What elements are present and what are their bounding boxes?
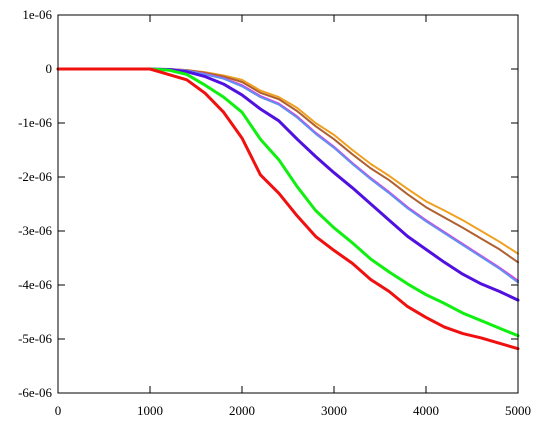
series-line-1: [57, 68, 519, 264]
x-tick-label: 5000: [505, 403, 531, 418]
y-tick-label: -4e-06: [18, 277, 52, 292]
series-line-0: [57, 68, 519, 255]
plot-frame: [57, 14, 519, 394]
y-tick-label: 0: [46, 61, 53, 76]
x-tick-label: 4000: [413, 403, 439, 418]
x-axis-ticks: 0 1000 2000 3000 4000 5000: [55, 15, 531, 418]
series-line-6: [56, 67, 520, 351]
series-line-5: [56, 67, 520, 338]
x-tick-label: 2000: [229, 403, 255, 418]
x-tick-label: 1000: [137, 403, 163, 418]
y-tick-label: -1e-06: [18, 115, 52, 130]
y-tick-label: -6e-06: [18, 385, 52, 400]
y-axis-ticks: 1e-06 0 -1e-06 -2e-06 -3e-06 -4e-06 -5e-06 -6e-…: [18, 7, 518, 400]
y-tick-label: -2e-06: [18, 169, 52, 184]
x-tick-label: 0: [55, 403, 62, 418]
series-layer: [56, 67, 520, 351]
y-tick-label: -5e-06: [18, 331, 52, 346]
series-line-4: [56, 67, 520, 302]
y-tick-label: -3e-06: [18, 223, 52, 238]
y-tick-label: 1e-06: [22, 7, 52, 22]
x-tick-label: 3000: [321, 403, 347, 418]
